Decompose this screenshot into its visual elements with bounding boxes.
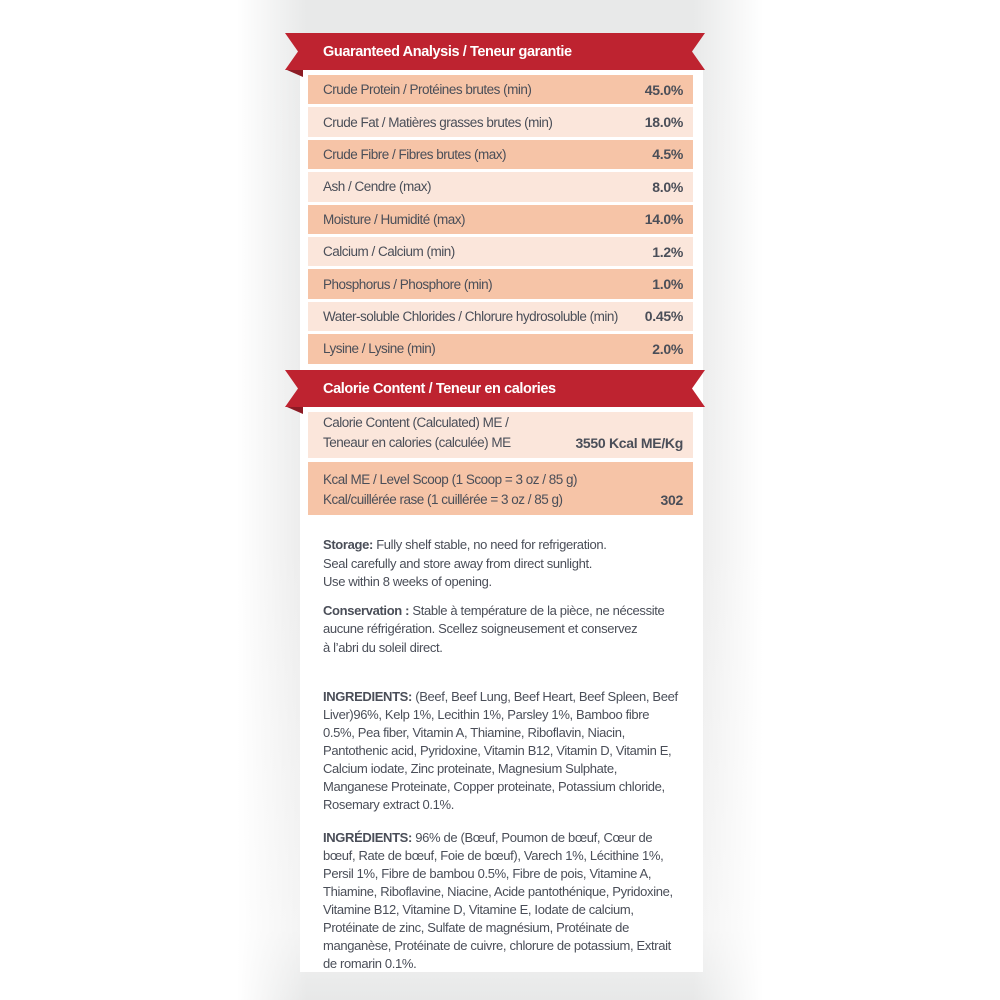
- calorie-line-fr: Kcal/cuillérée rase (1 cuillérée = 3 oz …: [323, 491, 563, 507]
- table-row: Ash / Cendre (max) 8.0%: [308, 172, 693, 202]
- ingredients-paragraph-fr: INGRÉDIENTS: 96% de (Bœuf, Poumon de bœu…: [323, 829, 681, 973]
- guaranteed-analysis-table: Crude Protein / Protéines brutes (min) 4…: [308, 75, 693, 364]
- calorie-line-en: Kcal ME / Level Scoop (1 Scoop = 3 oz / …: [323, 472, 578, 487]
- nutrient-value: 1.2%: [652, 243, 683, 260]
- storage-paragraph-en: Storage: Fully shelf stable, no need for…: [323, 536, 683, 592]
- nutrient-name: Crude Protein / Protéines brutes (min): [323, 82, 532, 98]
- calorie-row-label: Calorie Content (Calculated) ME / Teneau…: [323, 413, 511, 452]
- nutrient-value: 2.0%: [652, 340, 683, 357]
- nutrient-value: 18.0%: [644, 114, 684, 131]
- nutrient-name: Crude Fibre / Fibres brutes (max): [323, 146, 507, 162]
- ingredients-label-en: INGREDIENTS:: [323, 689, 412, 704]
- calorie-value: 3550 Kcal ME/Kg: [575, 435, 683, 451]
- nutrient-name: Calcium / Calcium (min): [323, 244, 455, 260]
- nutrient-name: Crude Fat / Matières grasses brutes (min…: [323, 114, 553, 130]
- table-row: Calorie Content (Calculated) ME / Teneau…: [308, 412, 693, 458]
- ingredients-text-fr: 96% de (Bœuf, Poumon de bœuf, Cœur de bœ…: [323, 830, 673, 971]
- ingredients-text-en: (Beef, Beef Lung, Beef Heart, Beef Splee…: [323, 689, 678, 812]
- table-row: Crude Fat / Matières grasses brutes (min…: [308, 107, 693, 137]
- nutrient-value: 4.5%: [652, 146, 683, 163]
- nutrient-name: Ash / Cendre (max): [323, 179, 432, 195]
- calorie-table: Calorie Content (Calculated) ME / Teneau…: [308, 412, 693, 515]
- nutrient-name: Phosphorus / Phosphore (min): [323, 276, 493, 292]
- calorie-value: 302: [660, 492, 684, 508]
- ingredients-paragraph-en: INGREDIENTS: (Beef, Beef Lung, Beef Hear…: [323, 688, 681, 814]
- nutrient-name: Moisture / Humidité (max): [323, 211, 466, 227]
- table-row: Lysine / Lysine (min) 2.0%: [308, 334, 693, 364]
- nutrient-value: 1.0%: [652, 276, 683, 293]
- storage-section: Storage: Fully shelf stable, no need for…: [323, 536, 683, 657]
- nutrient-name: Water-soluble Chlorides / Chlorure hydro…: [323, 308, 618, 324]
- storage-label-en: Storage:: [323, 537, 373, 552]
- table-row: Water-soluble Chlorides / Chlorure hydro…: [308, 301, 693, 332]
- nutrient-value: 8.0%: [652, 178, 683, 195]
- storage-paragraph-fr: Conservation : Stable à température de l…: [323, 602, 683, 658]
- calorie-content-title: Calorie Content / Teneur en calories: [323, 380, 556, 397]
- calorie-content-banner: Calorie Content / Teneur en calories: [285, 370, 705, 407]
- calorie-row-label: Kcal ME / Level Scoop (1 Scoop = 3 oz / …: [323, 470, 578, 509]
- storage-label-fr: Conservation :: [323, 602, 410, 618]
- table-row: Phosphorus / Phosphore (min) 1.0%: [308, 269, 693, 299]
- storage-text-en: Fully shelf stable, no need for refriger…: [323, 537, 607, 589]
- ingredients-label-fr: INGRÉDIENTS:: [323, 830, 412, 845]
- table-row: Moisture / Humidité (max) 14.0%: [308, 204, 693, 234]
- table-row: Calcium / Calcium (min) 1.2%: [308, 236, 693, 267]
- table-row: Crude Protein / Protéines brutes (min) 4…: [308, 75, 693, 105]
- calorie-line-fr: Teneaur en calories (calculée) ME: [323, 434, 511, 450]
- table-row: Kcal ME / Level Scoop (1 Scoop = 3 oz / …: [308, 462, 693, 515]
- nutrient-value: 14.0%: [644, 211, 684, 228]
- ingredients-section: INGREDIENTS: (Beef, Beef Lung, Beef Hear…: [323, 688, 681, 973]
- guaranteed-analysis-title: Guaranteed Analysis / Teneur garantie: [323, 43, 572, 60]
- table-row: Crude Fibre / Fibres brutes (max) 4.5%: [308, 139, 693, 170]
- calorie-line-en: Calorie Content (Calculated) ME /: [323, 415, 509, 430]
- nutrient-name: Lysine / Lysine (min): [323, 341, 436, 357]
- nutrient-value: 45.0%: [644, 81, 684, 98]
- ribbon-fold: [287, 407, 303, 414]
- guaranteed-analysis-banner: Guaranteed Analysis / Teneur garantie: [285, 33, 705, 70]
- storage-text-fr: Stable à température de la pièce, ne néc…: [323, 602, 665, 655]
- nutrient-value: 0.45%: [644, 308, 684, 325]
- ribbon-fold: [287, 70, 303, 77]
